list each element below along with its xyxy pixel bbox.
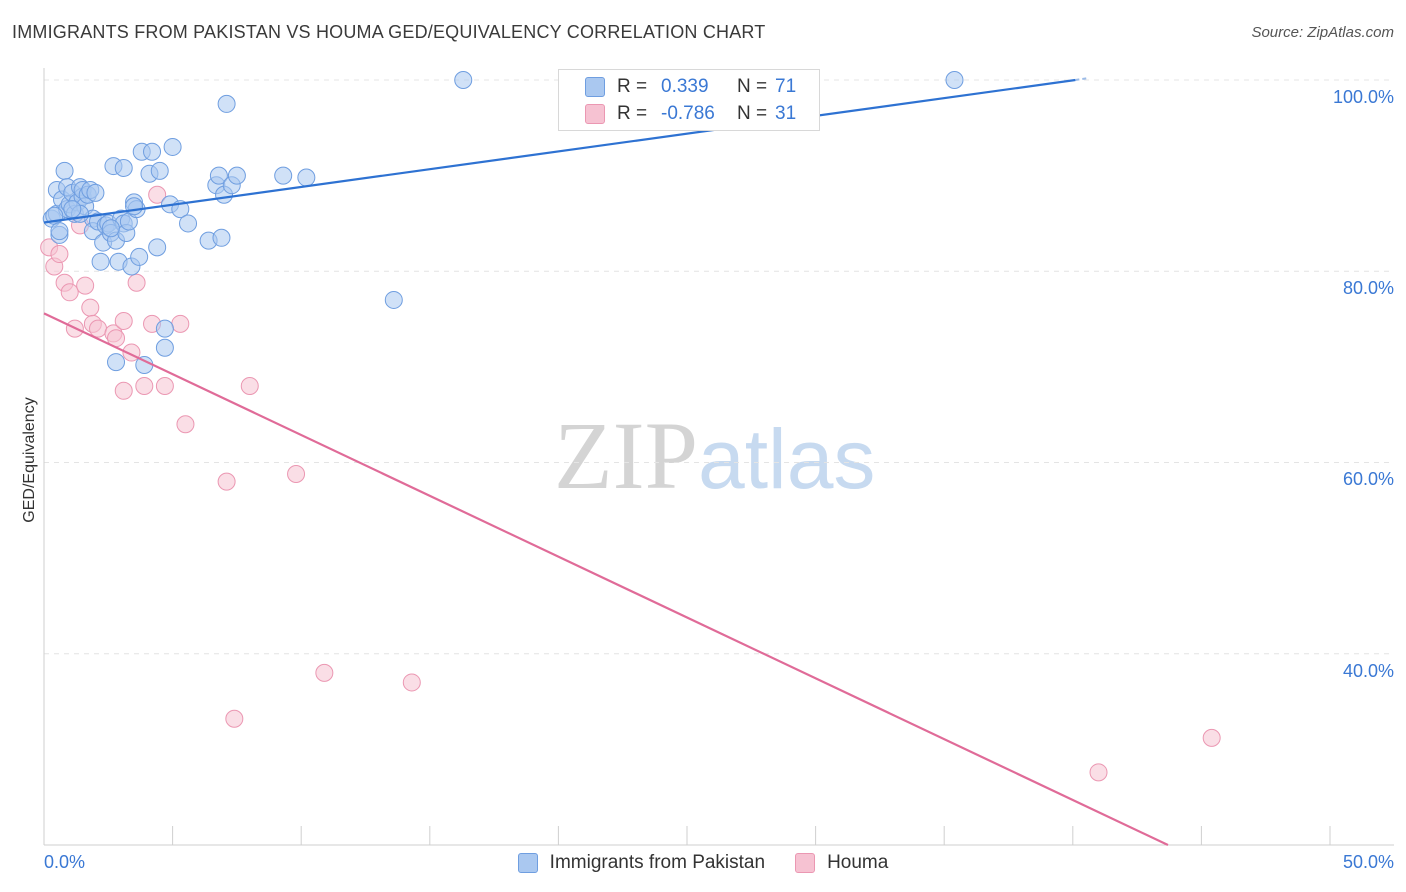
pakistan-point	[155, 319, 174, 338]
watermark: ZIPatlas	[554, 400, 875, 511]
series-legend-label: Houma	[827, 852, 889, 873]
pakistan-trend-extension	[1075, 77, 1089, 81]
series-legend-item-pakistan[interactable]: Immigrants from Pakistan	[517, 852, 766, 874]
houma-point	[225, 709, 244, 728]
pakistan-point	[125, 197, 144, 216]
stats-legend: R = 0.339 N = 71 R = -0.786 N = 31	[558, 69, 820, 131]
y-tick-label-40: 40.0%	[1342, 661, 1394, 681]
axes	[43, 68, 1394, 846]
legend-swatch-pink	[795, 853, 816, 873]
pakistan-point	[101, 219, 120, 238]
pakistan-point	[50, 222, 69, 241]
y-tick-label-100: 100.0%	[1332, 87, 1394, 107]
pakistan-point	[107, 353, 126, 372]
watermark-atlas: atlas	[698, 412, 876, 506]
pakistan-point	[179, 214, 198, 233]
chart-source: Source: ZipAtlas.com	[1251, 24, 1394, 41]
pakistan-point	[155, 338, 174, 357]
pakistan-point	[217, 94, 236, 113]
houma-points	[40, 185, 1221, 782]
houma-point	[148, 185, 167, 204]
legend-swatch-pink	[585, 104, 605, 124]
houma-point	[60, 283, 79, 302]
r-value: 0.339	[661, 76, 709, 97]
pakistan-point	[143, 142, 162, 161]
r-value: -0.786	[661, 103, 715, 124]
houma-point	[81, 298, 100, 317]
pakistan-point	[163, 137, 182, 156]
pakistan-trend-line	[43, 78, 1076, 224]
series-legend-label: Immigrants from Pakistan	[549, 852, 766, 873]
pakistan-point	[384, 290, 403, 309]
houma-point	[176, 415, 195, 434]
n-value: 71	[775, 76, 797, 97]
pakistan-point	[945, 71, 964, 89]
houma-point	[1089, 763, 1108, 782]
houma-point	[217, 472, 236, 491]
houma-point	[114, 381, 133, 400]
houma-point	[127, 273, 146, 292]
pakistan-point	[148, 238, 167, 257]
pakistan-point	[130, 247, 149, 266]
houma-point	[76, 276, 95, 295]
pakistan-point	[227, 166, 246, 185]
n-value: 31	[775, 103, 797, 124]
pakistan-point	[212, 228, 231, 247]
pakistan-point	[274, 166, 293, 185]
pakistan-point	[297, 168, 316, 187]
stats-legend-row-pakistan: R = 0.339 N = 71	[585, 75, 796, 99]
houma-point	[1202, 728, 1221, 747]
series-legend: Immigrants from Pakistan Houma	[0, 852, 1406, 874]
n-label: N =	[737, 103, 768, 124]
houma-point	[171, 314, 190, 333]
y-tick-label-60: 60.0%	[1342, 469, 1394, 489]
chart-title: IMMIGRANTS FROM PAKISTAN VS HOUMA GED/EQ…	[12, 22, 766, 42]
houma-trend-line	[43, 312, 1169, 846]
pakistan-point	[150, 161, 169, 180]
pakistan-point	[86, 183, 105, 202]
n-label: N =	[737, 76, 768, 97]
pakistan-point	[91, 252, 110, 271]
legend-swatch-blue	[585, 77, 605, 97]
legend-swatch-blue	[517, 853, 538, 873]
houma-point	[315, 663, 334, 682]
pakistan-point	[114, 158, 133, 177]
y-tick-label-80: 80.0%	[1342, 278, 1394, 298]
houma-point	[114, 311, 133, 330]
houma-point	[155, 377, 174, 395]
houma-point	[402, 673, 421, 692]
houma-point	[287, 464, 306, 483]
trend-lines	[43, 77, 1169, 846]
pakistan-point	[55, 161, 74, 180]
houma-point	[50, 245, 69, 264]
stats-legend-row-houma: R = -0.786 N = 31	[585, 102, 796, 126]
series-legend-item-houma[interactable]: Houma	[795, 852, 888, 874]
houma-point	[135, 377, 154, 395]
x-tick-label-min: 0.0%	[44, 852, 86, 872]
pakistan-point	[209, 166, 228, 185]
grid-lines	[44, 79, 1394, 655]
pakistan-point	[63, 200, 82, 219]
houma-point	[89, 319, 108, 338]
houma-point	[240, 377, 259, 395]
pakistan-point	[454, 71, 473, 89]
r-label: R =	[617, 76, 648, 97]
x-tick-label-max: 50.0%	[1342, 852, 1394, 872]
watermark-zip: ZIP	[554, 402, 698, 509]
r-label: R =	[617, 103, 648, 124]
